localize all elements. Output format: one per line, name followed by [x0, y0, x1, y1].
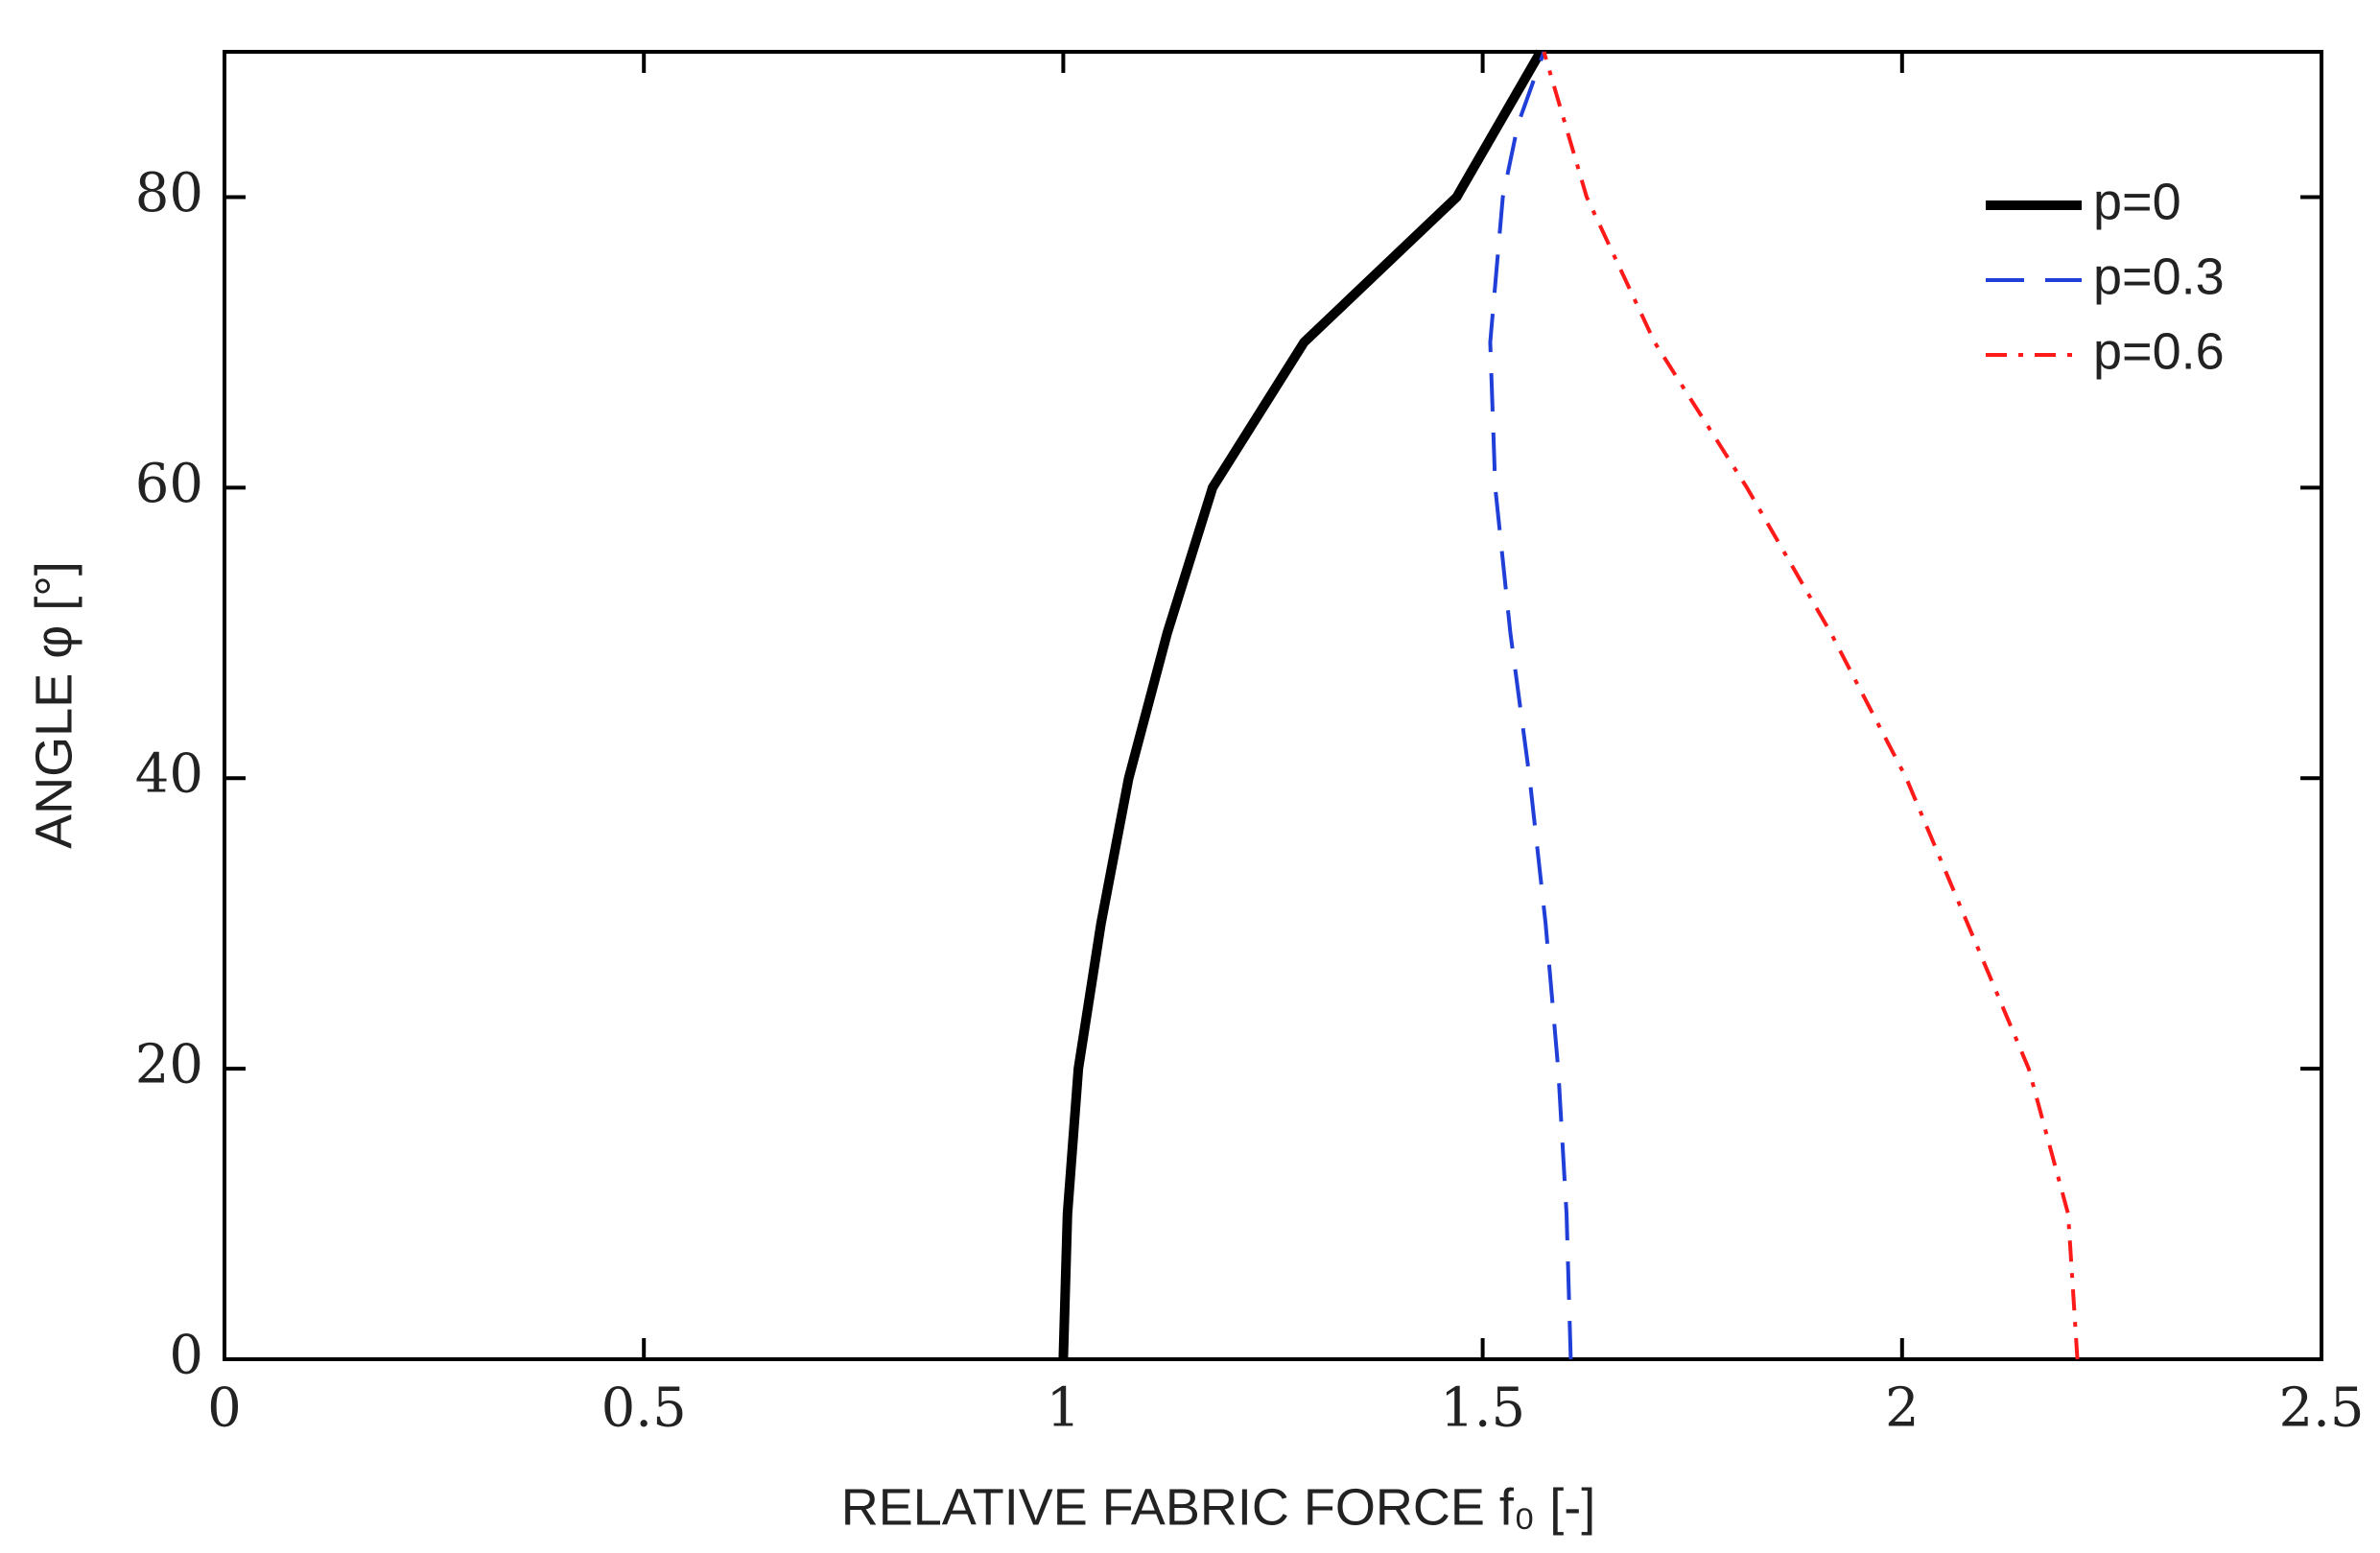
y-tick-label: 60 — [135, 453, 203, 515]
y-tick-label: 20 — [135, 1034, 203, 1096]
series-line — [1058, 49, 1545, 1360]
x-tick-label: 2 — [1885, 1377, 1920, 1440]
y-tick-label: 40 — [135, 743, 203, 806]
x-axis-label: RELATIVE FABRIC FORCE f₀ [-] — [841, 1478, 1596, 1536]
series-line — [1542, 51, 2080, 1360]
x-tick-label: 0.5 — [601, 1377, 687, 1440]
legend-label: p=0 — [2093, 173, 2181, 230]
x-tick-label: 0 — [207, 1377, 242, 1440]
y-tick-label: 0 — [169, 1325, 203, 1387]
x-tick-label: 1.5 — [1440, 1377, 1525, 1440]
legend-label: p=0.3 — [2093, 247, 2225, 305]
legend-label: p=0.6 — [2093, 322, 2225, 380]
x-tick-label: 1 — [1047, 1377, 1081, 1440]
x-tick-label: 2.5 — [2278, 1377, 2364, 1440]
y-tick-label: 80 — [135, 162, 203, 224]
series-line — [1488, 51, 1573, 1360]
plot-frame — [223, 50, 2323, 1361]
y-axis-label: ANGLE φ [°] — [25, 561, 82, 849]
